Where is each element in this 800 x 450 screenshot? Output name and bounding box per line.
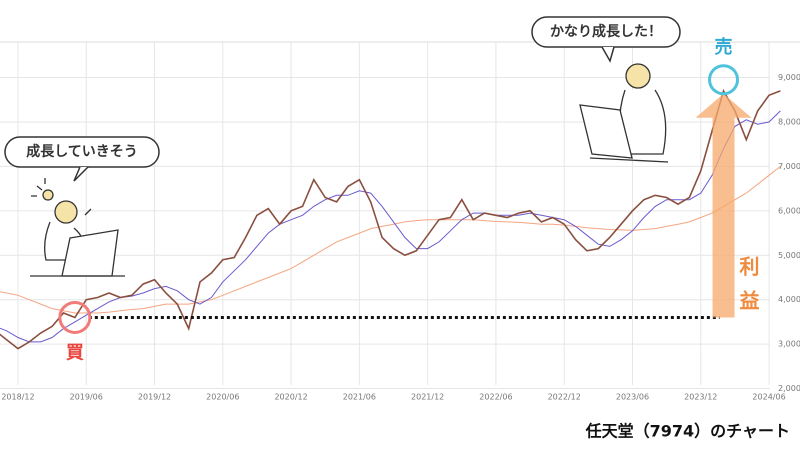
x-tick-label: 2022/12 xyxy=(548,393,581,402)
sell-label: 売 xyxy=(715,36,733,58)
y-tick-label: 4,000 xyxy=(778,295,800,304)
person-right xyxy=(579,63,669,163)
y-tick-label: 7,000 xyxy=(778,162,800,171)
caption: 任天堂（7974）のチャート xyxy=(585,422,790,441)
speech-bubble-right: かなり成長した！ xyxy=(531,16,681,63)
x-tick-label: 2024/06 xyxy=(752,393,785,402)
x-tick-label: 2021/06 xyxy=(343,393,376,402)
buy-marker xyxy=(58,300,92,334)
x-tick-label: 2020/12 xyxy=(274,393,307,402)
y-tick-label: 3,000 xyxy=(778,340,800,349)
profit-label: 利 xyxy=(740,255,760,279)
x-tick-label: 2019/06 xyxy=(70,393,103,402)
buy-label: 買 xyxy=(66,342,84,363)
person-left xyxy=(30,178,125,277)
series-line xyxy=(0,88,781,350)
speech-bubble-left: 成長していきそう xyxy=(4,136,160,182)
x-tick-label: 2022/06 xyxy=(479,393,512,402)
y-tick-label: 2,000 xyxy=(778,384,800,393)
series-line xyxy=(0,166,781,314)
x-tick-label: 2023/12 xyxy=(684,393,717,402)
y-tick-label: 5,000 xyxy=(778,251,800,260)
x-tick-label: 2020/06 xyxy=(206,393,239,402)
bubble-text: かなり成長した！ xyxy=(550,23,662,40)
profit-label: 益 xyxy=(740,289,760,313)
profit-arrow xyxy=(695,93,752,318)
sell-marker xyxy=(708,64,740,96)
y-tick-label: 8,000 xyxy=(778,117,800,126)
x-tick-label: 2018/12 xyxy=(1,393,34,402)
x-tick-label: 2021/12 xyxy=(411,393,444,402)
x-tick-label: 2023/06 xyxy=(616,393,649,402)
bubble-text: 成長していきそう xyxy=(26,143,138,160)
y-tick-label: 9,000 xyxy=(778,73,800,82)
x-tick-label: 2019/12 xyxy=(138,393,171,402)
y-tick-label: 6,000 xyxy=(778,206,800,215)
